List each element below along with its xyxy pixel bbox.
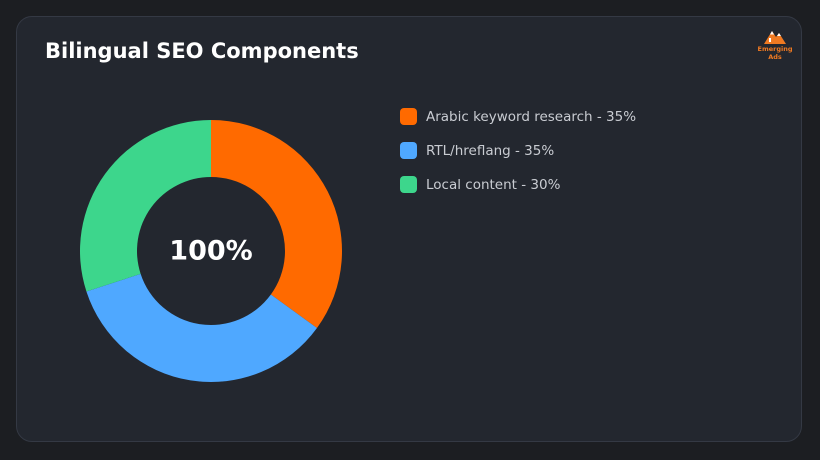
legend-label: Local content - 30%: [426, 176, 561, 193]
legend-item: Local content - 30%: [400, 176, 636, 193]
legend-swatch: [400, 142, 417, 159]
brand-logo: Emerging Ads: [753, 27, 797, 75]
donut-slice-3: [79, 119, 211, 292]
chart-card: Bilingual SEO Components Emerging Ads 10…: [16, 16, 802, 442]
donut-center-label: 100%: [169, 236, 252, 267]
legend-item: Arabic keyword research - 35%: [400, 108, 636, 125]
donut-slice-2: [86, 273, 317, 382]
chart-title: Bilingual SEO Components: [45, 39, 359, 63]
donut-slices: [79, 119, 342, 382]
chart-legend: Arabic keyword research - 35% RTL/hreflan…: [400, 108, 636, 210]
brand-name-line1: Emerging: [757, 45, 793, 53]
donut-slice-1: [211, 120, 342, 328]
legend-swatch: [400, 176, 417, 193]
brand-name-line2: Ads: [768, 53, 782, 61]
legend-item: RTL/hreflang - 35%: [400, 142, 636, 159]
donut-chart: 100%: [79, 119, 342, 382]
legend-swatch: [400, 108, 417, 125]
legend-label: Arabic keyword research - 35%: [426, 108, 637, 125]
mountain-logo-icon: [764, 31, 786, 44]
legend-label: RTL/hreflang - 35%: [426, 142, 555, 159]
